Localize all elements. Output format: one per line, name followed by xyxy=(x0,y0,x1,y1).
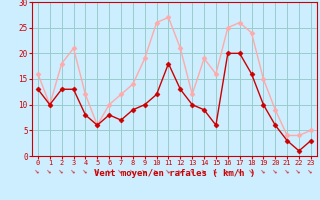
Text: ↓: ↓ xyxy=(82,167,89,174)
X-axis label: Vent moyen/en rafales ( km/h ): Vent moyen/en rafales ( km/h ) xyxy=(94,169,255,178)
Text: ↓: ↓ xyxy=(284,167,291,174)
Text: ↓: ↓ xyxy=(165,167,172,174)
Text: ↓: ↓ xyxy=(46,167,53,174)
Text: ↓: ↓ xyxy=(106,167,113,174)
Text: ↓: ↓ xyxy=(236,167,243,174)
Text: ↓: ↓ xyxy=(94,167,101,174)
Text: ↓: ↓ xyxy=(58,167,65,174)
Text: ↓: ↓ xyxy=(34,167,42,174)
Text: ↓: ↓ xyxy=(153,167,160,174)
Text: ↓: ↓ xyxy=(307,167,315,174)
Text: ↓: ↓ xyxy=(117,167,124,174)
Text: ↓: ↓ xyxy=(70,167,77,174)
Text: ↓: ↓ xyxy=(295,167,303,174)
Text: ↓: ↓ xyxy=(224,167,231,174)
Text: ↓: ↓ xyxy=(212,167,220,174)
Text: ↓: ↓ xyxy=(272,167,279,174)
Text: ↓: ↓ xyxy=(177,167,184,174)
Text: ↓: ↓ xyxy=(141,167,148,174)
Text: ↓: ↓ xyxy=(188,167,196,174)
Text: ↓: ↓ xyxy=(260,167,267,174)
Text: ↓: ↓ xyxy=(248,167,255,174)
Text: ↓: ↓ xyxy=(200,167,208,174)
Text: ↓: ↓ xyxy=(129,167,137,174)
